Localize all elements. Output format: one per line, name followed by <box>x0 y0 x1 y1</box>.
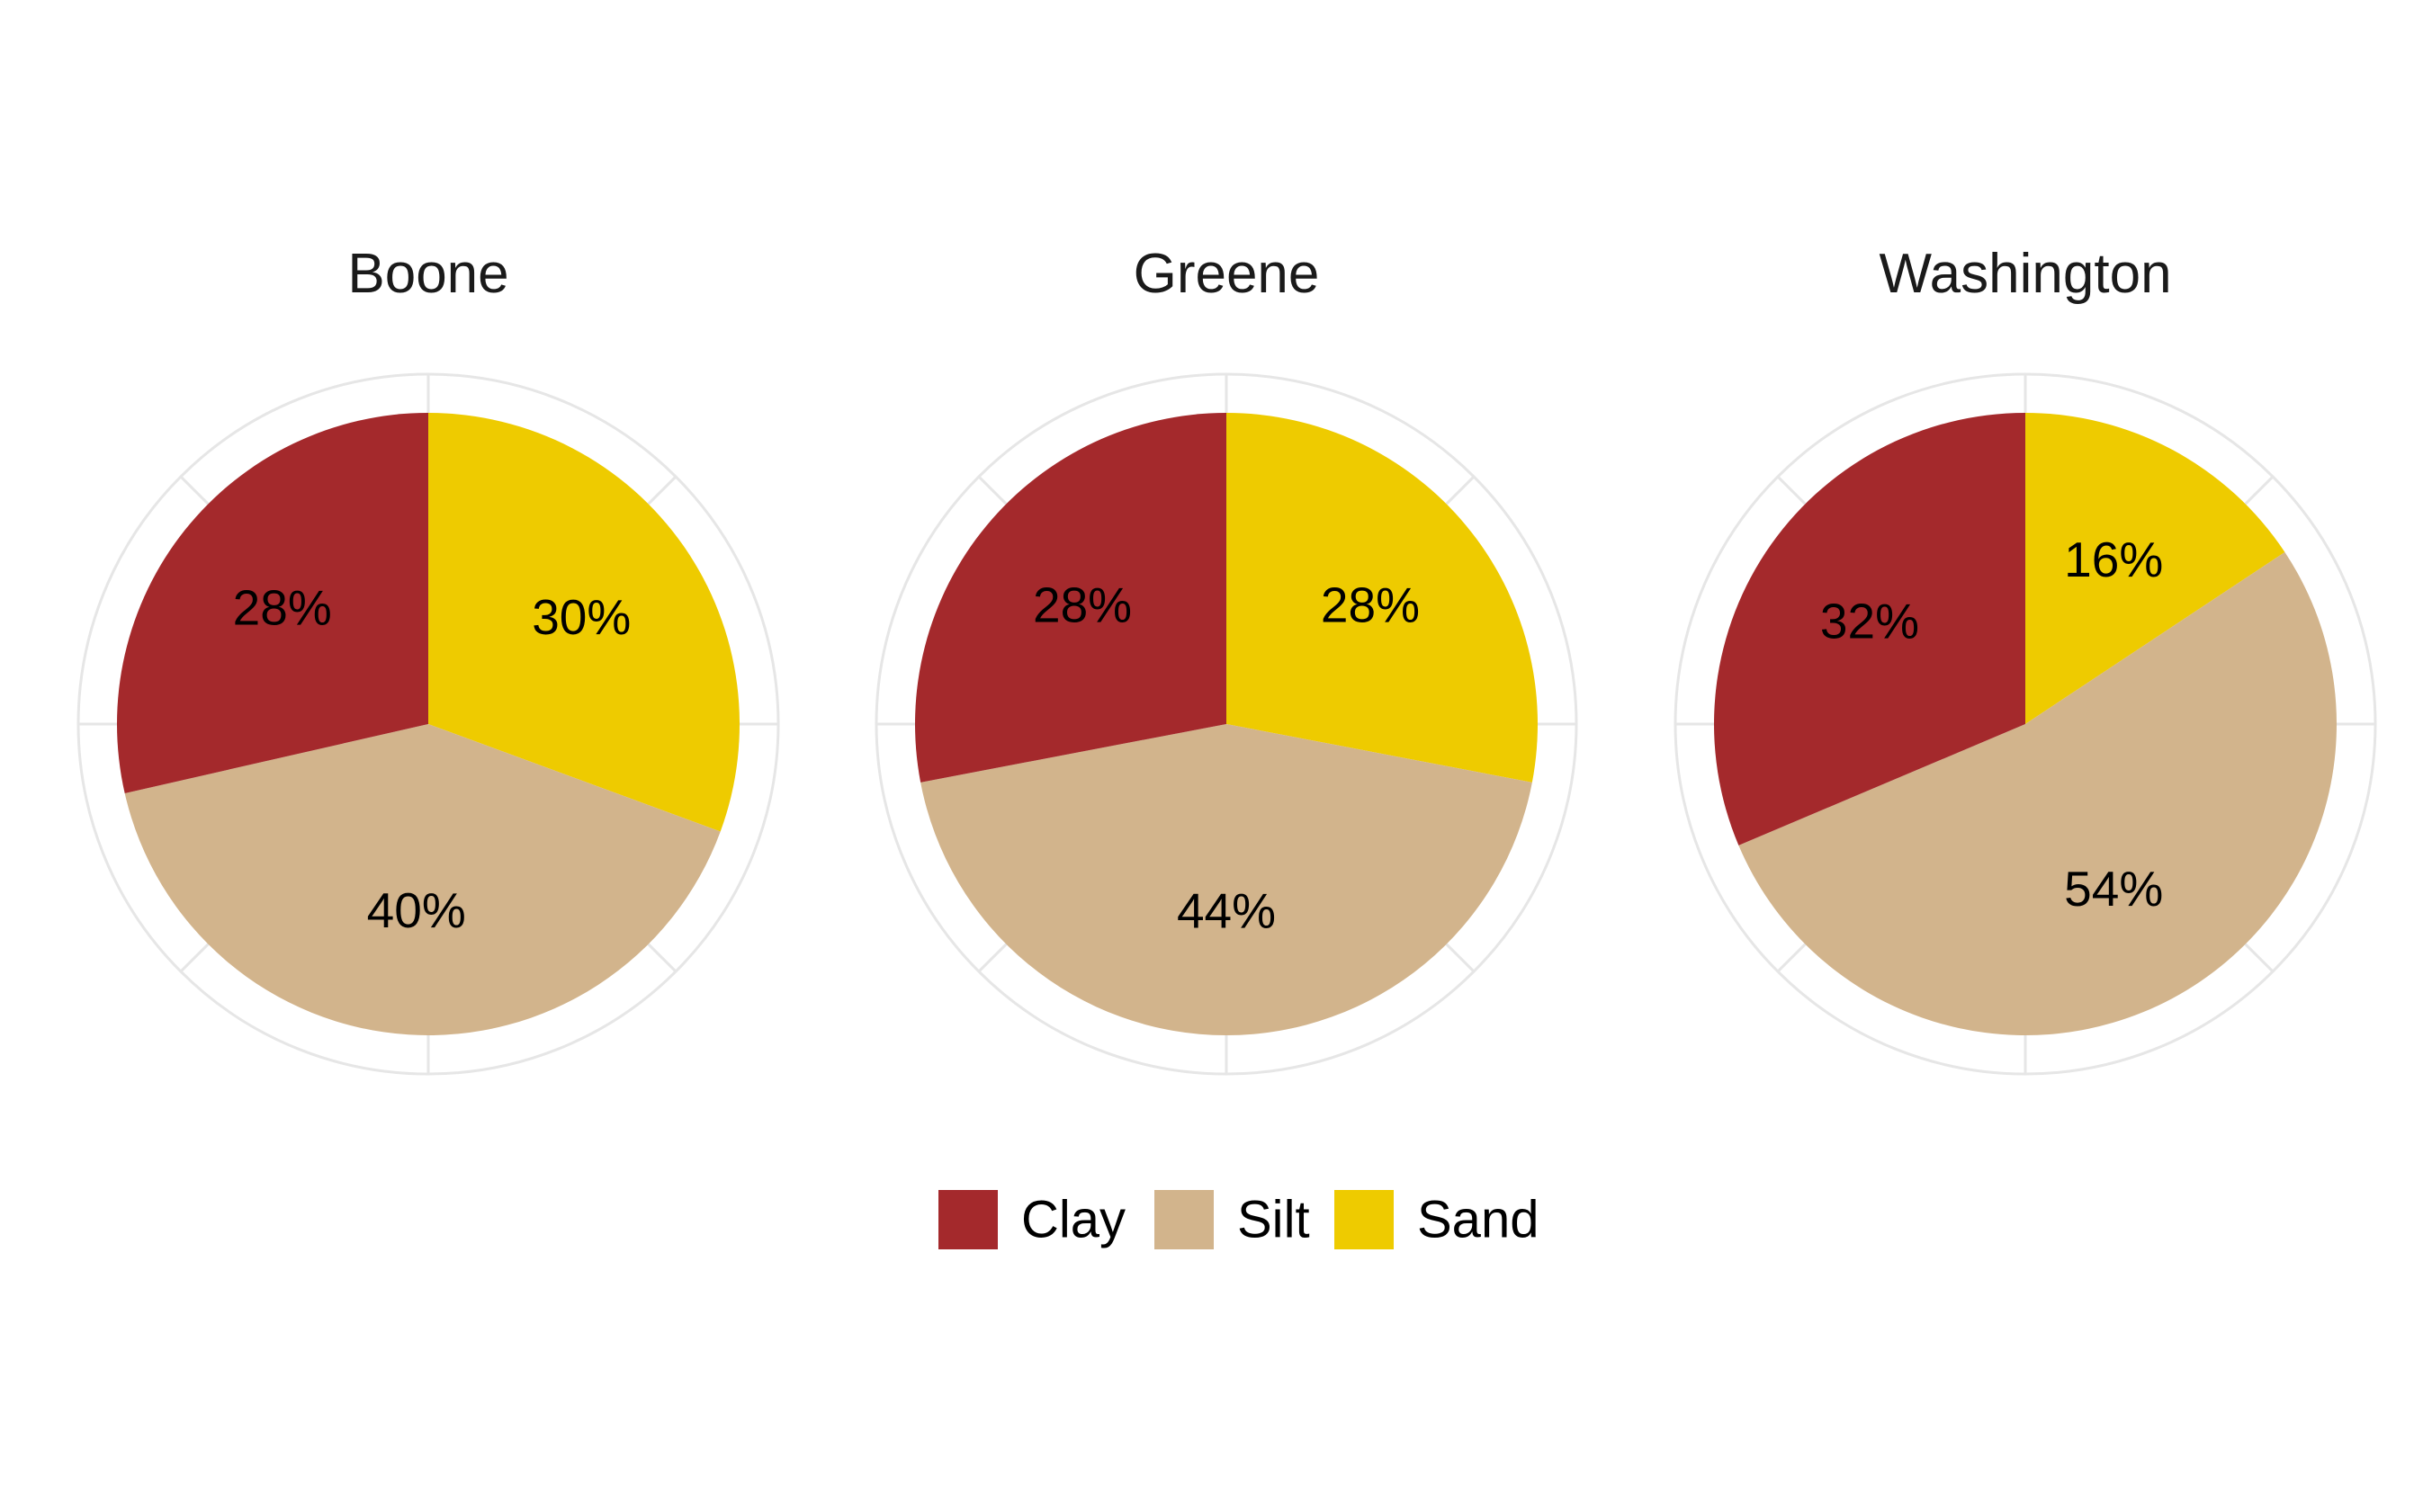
pie-slice-sand <box>1226 413 1538 783</box>
grid-spoke <box>977 943 1008 973</box>
grid-spoke <box>1776 943 1807 973</box>
pie-slice-silt <box>920 724 1532 1035</box>
legend: Clay Silt Sand <box>938 1190 1539 1249</box>
pie-slice-silt <box>1738 551 2337 1035</box>
grid-spoke <box>1776 475 1807 505</box>
pie-slice-clay <box>116 413 428 793</box>
pie-panel-greene: Greene 28% 44% 28% <box>875 243 1578 1076</box>
slice-label-clay: 28% <box>233 580 332 636</box>
grid-spoke <box>179 475 210 505</box>
pie-title: Washington <box>1879 243 2171 305</box>
legend-item-sand: Sand <box>1334 1190 1539 1249</box>
slice-label-clay: 32% <box>1820 593 1919 649</box>
pie-slice-sand <box>2025 413 2285 724</box>
pie-slice-silt <box>124 724 721 1035</box>
legend-label-clay: Clay <box>1021 1191 1126 1249</box>
pie-panel-boone: Boone 30% 40% 28% <box>76 243 780 1076</box>
grid-spoke <box>2244 943 2275 973</box>
grid-spoke <box>647 943 678 973</box>
grid-spoke <box>1445 475 1476 505</box>
slice-label-silt: 44% <box>1177 883 1276 939</box>
legend-swatch-sand <box>1334 1190 1394 1249</box>
slice-label-sand: 30% <box>532 589 631 645</box>
slice-label-sand: 16% <box>2064 532 2163 587</box>
grid-spoke <box>647 475 678 505</box>
pie-slice-clay <box>1714 413 2025 845</box>
pie-slice-clay <box>915 413 1226 783</box>
slice-label-clay: 28% <box>1033 577 1132 633</box>
pie-panels: Boone 30% 40% 28% Greene 28% 44% 28% Washington 1… <box>76 243 2377 1076</box>
grid-spoke <box>1445 943 1476 973</box>
legend-label-silt: Silt <box>1237 1191 1310 1249</box>
grid-spoke <box>2244 475 2275 505</box>
legend-item-silt: Silt <box>1154 1190 1310 1249</box>
pie-title: Greene <box>1134 243 1320 305</box>
grid-spoke <box>977 475 1008 505</box>
pie-panel-washington: Washington 16% 54% 32% <box>1674 243 2377 1076</box>
legend-item-clay: Clay <box>938 1190 1126 1249</box>
legend-label-sand: Sand <box>1417 1191 1539 1249</box>
pie-slice-sand <box>428 413 740 832</box>
slice-label-silt: 54% <box>2064 861 2163 917</box>
pie-title: Boone <box>347 243 508 305</box>
legend-swatch-silt <box>1154 1190 1214 1249</box>
grid-spoke <box>179 943 210 973</box>
legend-swatch-clay <box>938 1190 998 1249</box>
slice-label-silt: 40% <box>367 882 466 938</box>
slice-label-sand: 28% <box>1321 577 1420 633</box>
